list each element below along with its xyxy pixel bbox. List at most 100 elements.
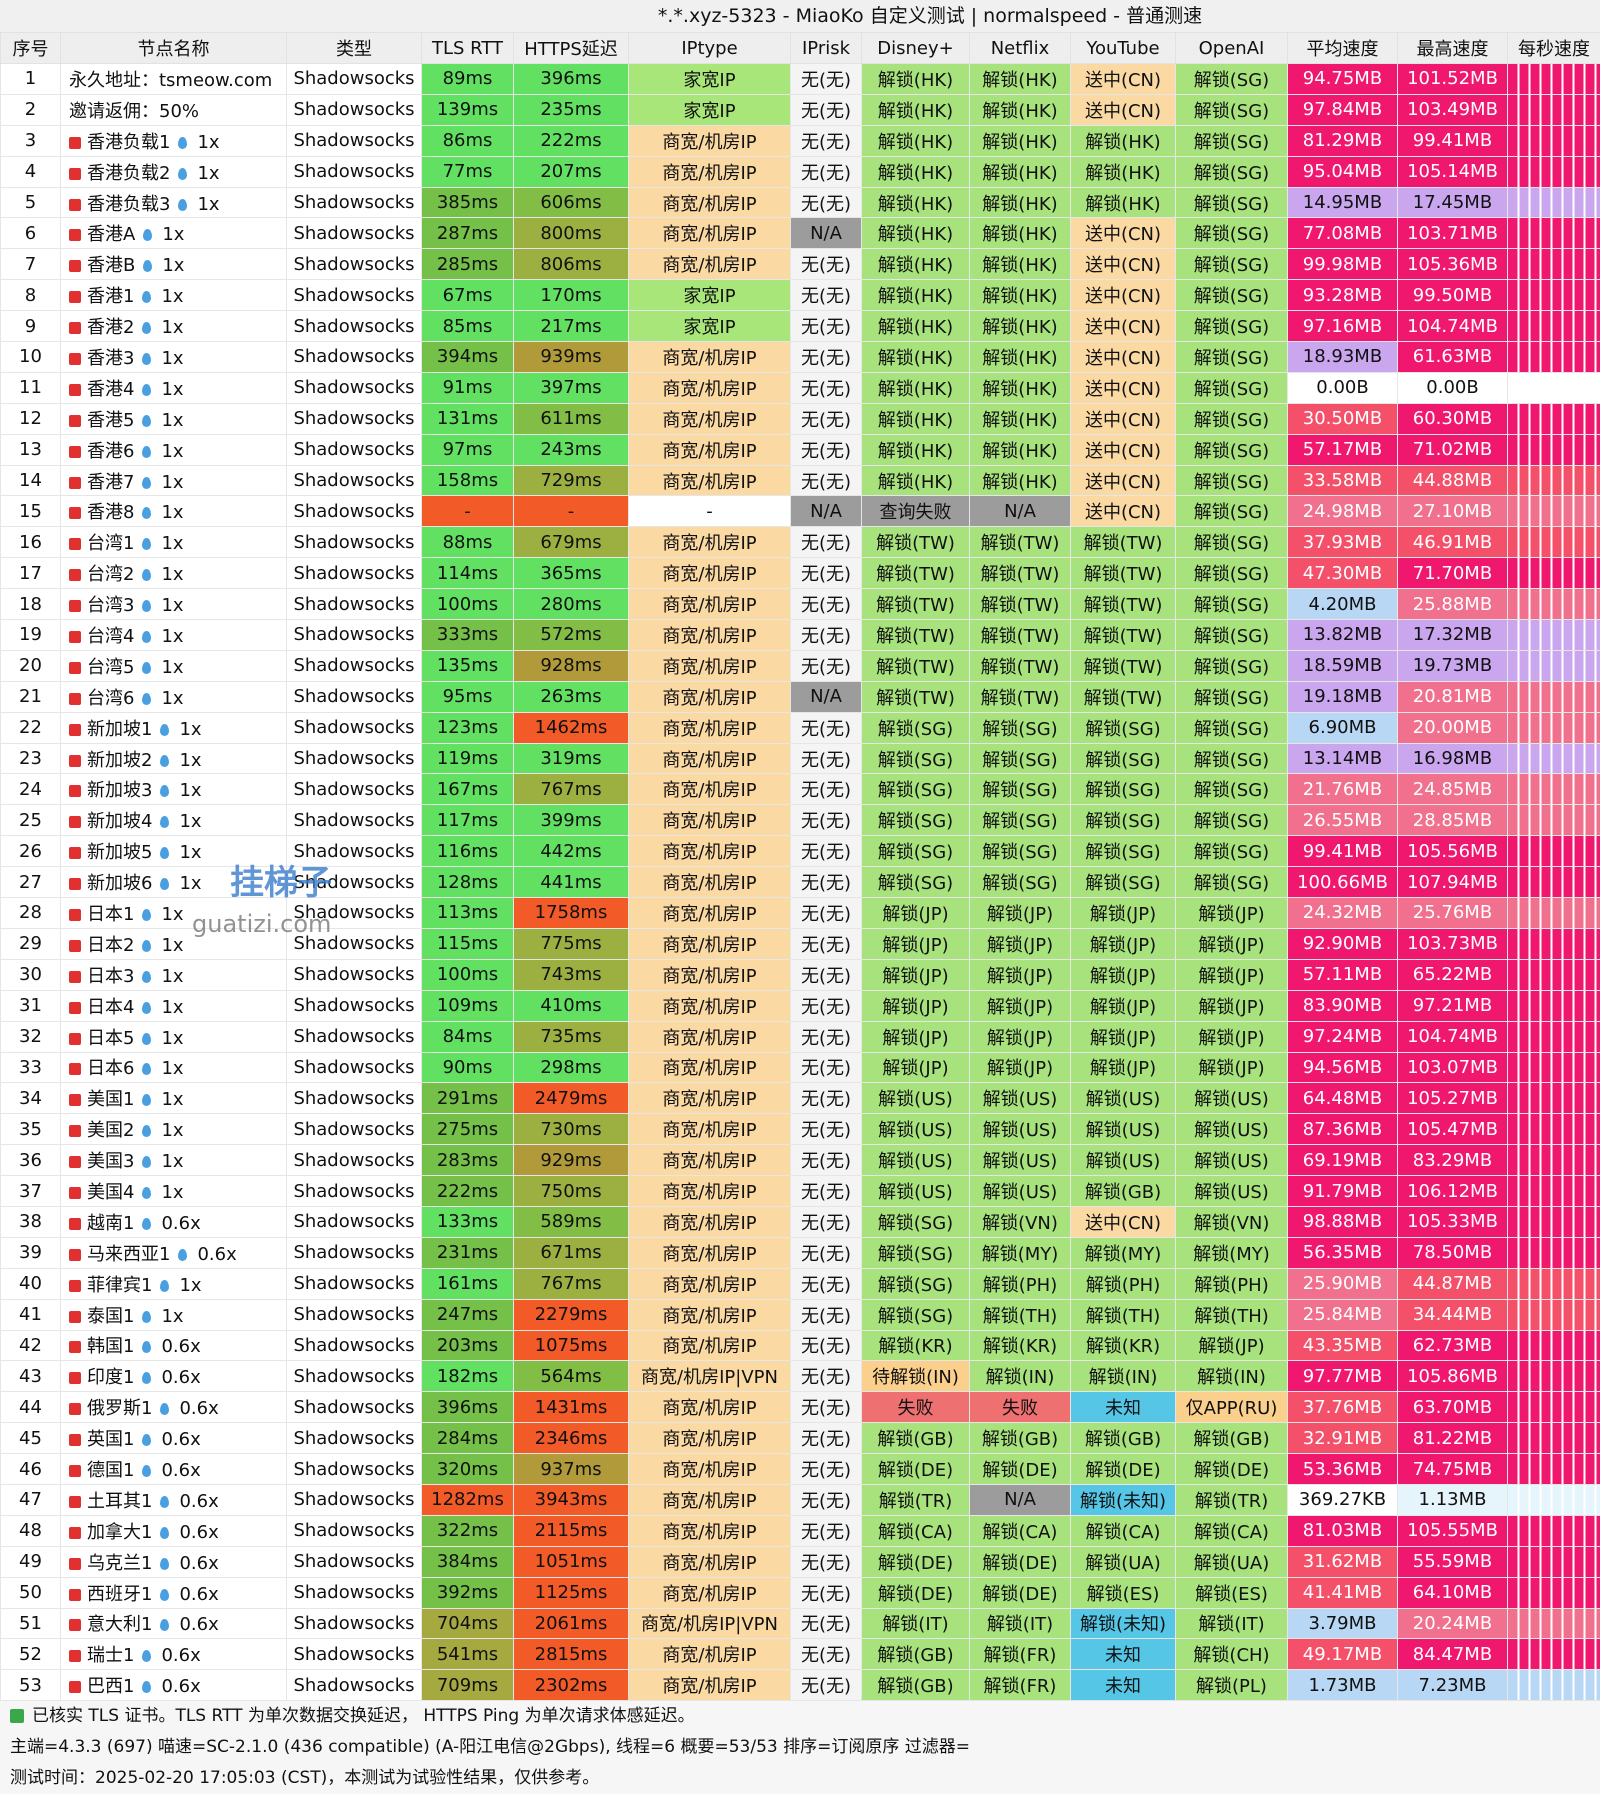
speed-sparkline <box>1507 1175 1600 1207</box>
openai-unlock: 解锁(SG) <box>1175 155 1288 188</box>
node-name: 巴西1 <box>87 1676 135 1698</box>
flag-icon <box>69 1403 81 1416</box>
rate-multiplier: 1x <box>179 749 202 771</box>
protocol-type: Shadowsocks <box>286 989 422 1022</box>
tls-rtt: 392ms <box>421 1576 514 1609</box>
row-index: 37 <box>0 1175 61 1207</box>
node-name-cell: 香港4 1x <box>60 371 287 404</box>
node-row: 21 台湾6 1x Shadowsocks 95ms 263ms 商宽/机房IP N/A 解锁(… <box>0 680 1600 713</box>
node-name-cell: 台湾1 1x <box>60 526 287 559</box>
openai-unlock: 解锁(GB) <box>1175 1422 1288 1455</box>
ip-risk: 无(无) <box>790 1483 862 1516</box>
ip-type: 商宽/机房IP <box>628 1329 791 1362</box>
node-row: 18 台湾3 1x Shadowsocks 100ms 280ms 商宽/机房IP 无(无) 解… <box>0 588 1600 621</box>
speed-sparkline <box>1507 958 1600 991</box>
protocol-type: Shadowsocks <box>286 1514 422 1547</box>
max-speed: 107.94MB <box>1397 866 1508 899</box>
max-speed: 25.88MB <box>1397 588 1508 621</box>
ip-type: 商宽/机房IP <box>628 1175 791 1207</box>
row-index: 17 <box>0 557 61 590</box>
ip-risk: 无(无) <box>790 804 862 837</box>
disney-unlock: 解锁(HK) <box>861 217 970 250</box>
rate-multiplier: 1x <box>161 1027 184 1049</box>
column-header: 序号 <box>0 32 61 64</box>
flag-icon <box>69 754 81 767</box>
drop-icon <box>142 1650 152 1663</box>
node-row: 16 台湾1 1x Shadowsocks 88ms 679ms 商宽/机房IP 无(无) 解锁… <box>0 526 1600 559</box>
node-name-cell: 香港A 1x <box>60 217 287 250</box>
node-name: 印度1 <box>87 1367 135 1389</box>
netflix-unlock: 解锁(TW) <box>969 526 1071 559</box>
max-speed: 44.88MB <box>1397 464 1508 497</box>
rate-multiplier: 0.6x <box>161 1367 201 1389</box>
flag-icon <box>69 322 81 335</box>
speed-sparkline <box>1507 1082 1600 1115</box>
avg-speed: 81.29MB <box>1287 124 1398 157</box>
netflix-unlock: 解锁(SG) <box>969 835 1071 868</box>
protocol-type: Shadowsocks <box>286 1576 422 1609</box>
flag-icon <box>69 1094 81 1107</box>
tls-rtt: 385ms <box>421 186 514 219</box>
column-header: HTTPS延迟 <box>513 32 629 64</box>
openai-unlock: 解锁(IT) <box>1175 1607 1288 1640</box>
row-index: 52 <box>0 1638 61 1671</box>
disney-unlock: 解锁(JP) <box>861 1051 970 1084</box>
https-delay: 2302ms <box>513 1669 629 1702</box>
node-name-cell: 邀请返佣：50% <box>60 93 287 126</box>
ip-type: 商宽/机房IP <box>628 866 791 899</box>
openai-unlock: 解锁(US) <box>1175 1113 1288 1146</box>
max-speed: 105.14MB <box>1397 155 1508 188</box>
node-name-cell: 香港7 1x <box>60 464 287 497</box>
https-delay: 735ms <box>513 1020 629 1053</box>
speed-sparkline <box>1507 402 1600 435</box>
ip-type: 商宽/机房IP <box>628 402 791 435</box>
ip-risk: 无(无) <box>790 588 862 621</box>
row-index: 30 <box>0 958 61 991</box>
disney-unlock: 解锁(US) <box>861 1082 970 1115</box>
netflix-unlock: N/A <box>969 495 1071 528</box>
tls-rtt: 85ms <box>421 310 514 343</box>
openai-unlock: 解锁(US) <box>1175 1144 1288 1177</box>
openai-unlock: 解锁(SG) <box>1175 186 1288 219</box>
netflix-unlock: 解锁(SG) <box>969 804 1071 837</box>
protocol-type: Shadowsocks <box>286 1360 422 1393</box>
max-speed: 104.74MB <box>1397 310 1508 343</box>
youtube-unlock: 解锁(TW) <box>1070 526 1176 559</box>
speed-sparkline <box>1507 371 1600 404</box>
ip-risk: 无(无) <box>790 1638 862 1671</box>
netflix-unlock: 解锁(HK) <box>969 464 1071 497</box>
speed-sparkline <box>1507 711 1600 744</box>
flag-icon <box>69 229 81 242</box>
youtube-unlock: 送中(CN) <box>1070 93 1176 126</box>
node-row: 2 邀请返佣：50% Shadowsocks 139ms 235ms 家宽IP 无(无) 解锁… <box>0 93 1600 126</box>
node-name: 香港A <box>87 224 136 246</box>
rate-multiplier: 0.6x <box>197 1243 237 1265</box>
drop-icon <box>160 1588 170 1601</box>
row-index: 39 <box>0 1236 61 1269</box>
https-delay: 2279ms <box>513 1298 629 1331</box>
ip-type: 商宽/机房IP <box>628 371 791 404</box>
max-speed: 65.22MB <box>1397 958 1508 991</box>
speed-sparkline <box>1507 1144 1600 1177</box>
node-name: 西班牙1 <box>87 1583 153 1605</box>
protocol-type: Shadowsocks <box>286 217 422 250</box>
column-header: 类型 <box>286 32 422 64</box>
avg-speed: 98.88MB <box>1287 1205 1398 1238</box>
tls-rtt: 100ms <box>421 588 514 621</box>
disney-unlock: 解锁(GB) <box>861 1422 970 1455</box>
ip-risk: 无(无) <box>790 742 862 775</box>
row-index: 50 <box>0 1576 61 1609</box>
ip-type: 家宽IP <box>628 279 791 312</box>
flag-icon <box>69 661 81 674</box>
node-name: 香港B <box>87 255 136 277</box>
youtube-unlock: 解锁(GB) <box>1070 1422 1176 1455</box>
protocol-type: Shadowsocks <box>286 711 422 744</box>
node-name: 邀请返佣：50% <box>69 100 200 122</box>
speed-sparkline <box>1507 1422 1600 1455</box>
node-row: 26 新加坡5 1x Shadowsocks 116ms 442ms 商宽/机房IP 无(无)… <box>0 835 1600 868</box>
avg-speed: 21.76MB <box>1287 773 1398 806</box>
node-row: 28 日本1 1x Shadowsocks 113ms 1758ms 商宽/机房IP 无(无)… <box>0 897 1600 929</box>
speed-sparkline <box>1507 927 1600 960</box>
speed-sparkline <box>1507 897 1600 929</box>
speed-sparkline <box>1507 742 1600 775</box>
